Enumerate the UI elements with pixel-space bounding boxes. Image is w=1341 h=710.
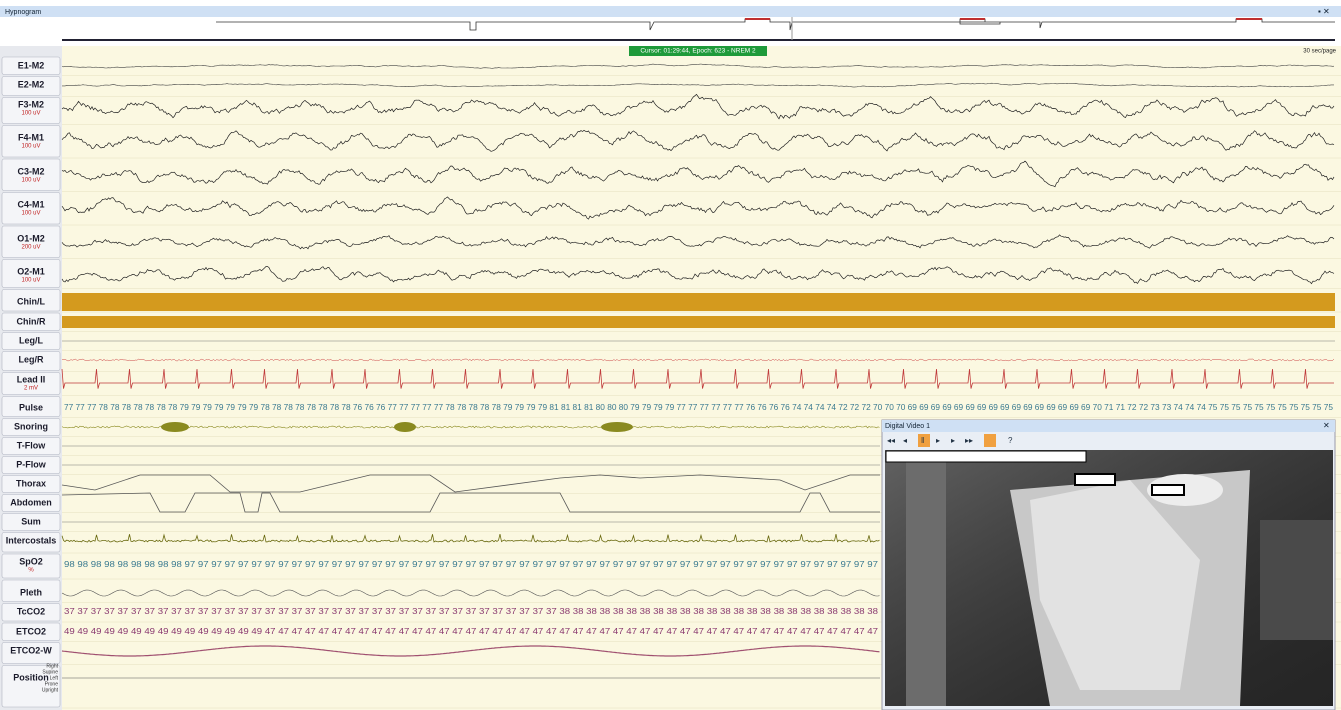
forward-button[interactable]: ▸▸ xyxy=(965,436,973,445)
channel-label: P-Flow xyxy=(16,459,46,469)
snore-burst xyxy=(394,422,416,432)
window-controls[interactable]: ▪ ✕ xyxy=(1318,7,1330,16)
step-button[interactable]: ▸ xyxy=(951,436,955,445)
channel-label: ETCO2 xyxy=(16,626,46,636)
value-row: 77 77 77 78 78 78 78 78 78 78 79 79 79 7… xyxy=(64,403,1334,412)
hypnogram-title: Hypnogram xyxy=(5,9,41,16)
channel-label: Leg/R xyxy=(18,354,44,364)
channel-label: Pulse xyxy=(19,402,43,412)
channel-label: Pleth xyxy=(20,587,42,597)
step-back-button[interactable]: ◂ xyxy=(903,436,907,445)
channel-unit: 2 mV xyxy=(24,386,38,392)
position-state: Upright xyxy=(42,687,59,693)
mute-button[interactable] xyxy=(984,434,996,447)
channel-label: C4-M1 xyxy=(17,199,44,209)
channel-label: Abdomen xyxy=(10,497,52,507)
hypnogram-titlebar xyxy=(0,6,1341,17)
channel-label: E1-M2 xyxy=(18,60,45,70)
channel-label: T-Flow xyxy=(17,440,46,450)
value-row: 49 49 49 49 49 49 49 49 49 49 49 49 49 4… xyxy=(64,627,879,636)
channel-label: Leg/L xyxy=(19,335,44,345)
value-row: 37 37 37 37 37 37 37 37 37 37 37 37 37 3… xyxy=(64,607,879,616)
channel-label: ETCO2-W xyxy=(10,645,52,655)
play-button[interactable]: ▸ xyxy=(936,436,940,445)
pause-icon: ‖ xyxy=(921,436,924,445)
video-blackout xyxy=(1152,485,1184,495)
channel-label: E2-M2 xyxy=(18,79,45,89)
channel-label: O1-M2 xyxy=(17,233,45,243)
channel-unit: % xyxy=(28,568,34,574)
channel-label: O2-M1 xyxy=(17,266,45,276)
channel-unit: 100 uV xyxy=(21,178,40,184)
page-scale: 30 sec/page xyxy=(1303,49,1336,55)
snore-burst xyxy=(161,422,189,432)
psg-viewer: Hypnogram ▪ ✕ Cursor: 01:29:44, Epoch: 6… xyxy=(0,0,1341,710)
channel-unit: 200 uV xyxy=(21,245,40,251)
video-blackout xyxy=(886,451,1086,462)
video-door xyxy=(906,462,946,706)
channel-unit: 100 uV xyxy=(21,111,40,117)
channel-label: Intercostals xyxy=(6,535,57,545)
video-close[interactable]: ✕ xyxy=(1323,421,1330,430)
video-panel: Digital Video 1 ✕ ◂◂ ◂ ‖ ▸ ▸ ▸▸ ? xyxy=(882,420,1335,710)
video-cabinet xyxy=(1260,520,1333,640)
emg-band xyxy=(62,316,1335,328)
channel-unit: 100 uV xyxy=(21,211,40,217)
channel-label: Chin/L xyxy=(17,296,45,306)
channel-unit: 100 uV xyxy=(21,278,40,284)
video-blackout xyxy=(1075,474,1115,485)
emg-band xyxy=(62,293,1335,311)
rewind-button[interactable]: ◂◂ xyxy=(887,436,895,445)
channel-label: Snoring xyxy=(14,421,48,431)
channel-label: Chin/R xyxy=(17,316,46,326)
value-row: 98 98 98 98 98 98 98 98 98 97 97 97 97 9… xyxy=(64,560,879,569)
channel-label: SpO2 xyxy=(19,556,43,566)
channel-label: C3-M2 xyxy=(17,166,44,176)
cursor-info: Cursor: 01:29:44, Epoch: 623 - NREM 2 xyxy=(640,48,756,55)
help-button[interactable]: ? xyxy=(1008,436,1013,445)
channel-label: F3-M2 xyxy=(18,99,44,109)
channel-unit: 100 uV xyxy=(21,144,40,150)
video-titlebar xyxy=(882,420,1335,432)
video-title: Digital Video 1 xyxy=(885,423,930,430)
channel-label: Thorax xyxy=(16,478,46,488)
snore-burst xyxy=(601,422,633,432)
channel-label: TcCO2 xyxy=(17,606,45,616)
channel-label: Lead II xyxy=(17,374,46,384)
channel-label: F4-M1 xyxy=(18,132,44,142)
channel-label: Sum xyxy=(21,516,41,526)
